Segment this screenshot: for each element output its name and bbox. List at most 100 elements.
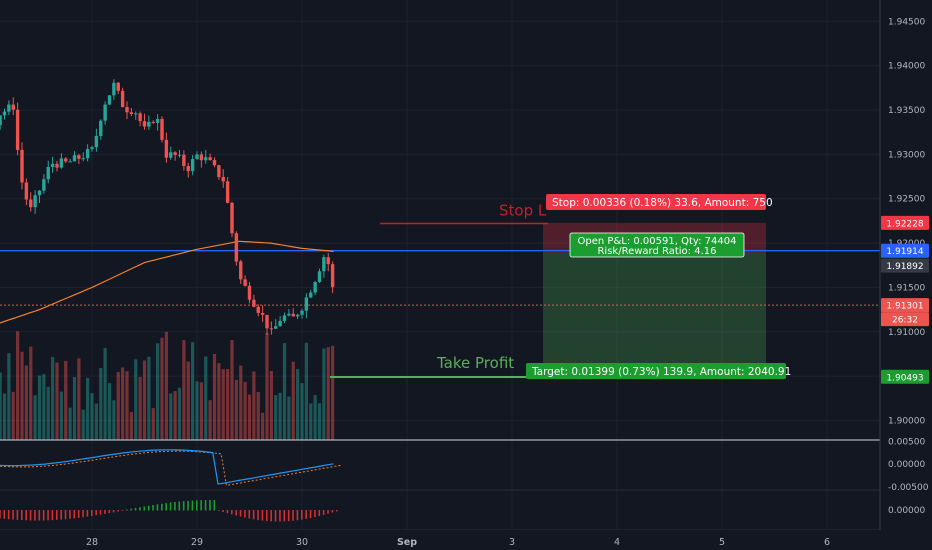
volume-bar <box>169 393 173 440</box>
price-tick-label: 1.93000 <box>888 150 925 160</box>
candle-body <box>15 109 20 150</box>
candle-body <box>125 107 129 113</box>
volume-bar <box>138 377 142 440</box>
price-axis-bg <box>880 0 932 550</box>
volume-bar <box>322 348 326 440</box>
candle-body <box>94 135 99 148</box>
histogram-bar <box>69 510 71 519</box>
overlay-labels[interactable]: Stop L Take Profit Stop: 0.00336 (0.18%) 3… <box>436 194 791 379</box>
volume-bar <box>107 383 112 440</box>
volume-bar <box>252 371 256 440</box>
volume-bar <box>208 400 212 440</box>
histogram-bar <box>161 503 163 511</box>
time-axis[interactable]: 28 29 30 Sep 3 4 5 6 <box>0 530 932 550</box>
volume-bar <box>33 395 37 440</box>
volume-bar <box>147 356 151 440</box>
volume-bar <box>247 394 252 440</box>
candlesticks <box>0 79 335 336</box>
candle-body <box>64 158 68 162</box>
volume-bar <box>182 340 186 440</box>
price-tick-label: 1.90000 <box>888 416 925 426</box>
histogram-bar <box>217 510 220 511</box>
histogram-bar <box>38 510 41 521</box>
histogram-bar <box>309 510 312 519</box>
volume-bar <box>51 357 55 440</box>
histogram-bar <box>60 510 62 520</box>
candle-body <box>195 154 199 160</box>
histogram-bar <box>292 510 294 521</box>
volume-bar <box>239 365 243 440</box>
price-tick-label: 1.93500 <box>888 106 925 116</box>
volume-bar <box>64 360 68 440</box>
candle-body <box>177 154 182 156</box>
volume-bar <box>37 375 42 440</box>
time-tick-label: 28 <box>86 537 98 548</box>
volume-bar <box>46 386 50 440</box>
volume-bar <box>134 359 138 440</box>
price-axis[interactable]: 1.945001.940001.935001.930001.925001.920… <box>879 0 932 550</box>
histogram-bar <box>139 507 141 511</box>
pnl-label-box <box>569 232 745 258</box>
volume-bar <box>269 370 273 440</box>
candle-body <box>55 163 59 168</box>
price-badge <box>881 243 929 258</box>
candle-body <box>134 113 138 115</box>
histogram-bar <box>134 507 137 511</box>
price-badge <box>881 298 929 313</box>
volume-bar <box>317 403 322 440</box>
stop-loss-label: Stop L <box>499 202 547 220</box>
histogram-bar <box>73 510 76 519</box>
volume-bar <box>160 337 164 440</box>
histogram-bar <box>252 510 255 520</box>
histogram-bar <box>147 505 150 511</box>
price-tick-label: 1.92500 <box>888 195 925 205</box>
candle-body <box>295 314 300 317</box>
histogram-bar <box>143 506 146 511</box>
candle-body <box>190 159 195 172</box>
candle-body <box>68 161 72 163</box>
histogram-bar <box>248 510 251 519</box>
target-zone <box>543 252 766 377</box>
time-tick-label: 30 <box>296 537 308 548</box>
candle-body <box>42 179 46 191</box>
volume-bar <box>77 358 81 440</box>
volume-bar <box>11 391 15 440</box>
candle-body <box>182 154 186 167</box>
histogram-bar <box>231 510 233 515</box>
volume-bar <box>278 392 282 440</box>
candle-body <box>142 121 147 127</box>
candle-body <box>260 312 265 315</box>
histogram-bar <box>42 510 45 521</box>
volume-bar <box>199 382 203 440</box>
candle-body <box>326 257 330 265</box>
volume-bar <box>29 346 33 440</box>
histogram-bar <box>222 510 224 512</box>
candle-body <box>116 82 120 91</box>
volume-bar <box>226 368 230 440</box>
candle-body <box>199 154 204 161</box>
candle-body <box>309 292 313 298</box>
candle-body <box>29 199 33 208</box>
candle-body <box>239 261 243 280</box>
histogram-bar <box>104 510 106 514</box>
histogram-bar <box>12 510 14 520</box>
target-label-box <box>526 363 786 379</box>
candle-body <box>234 233 239 262</box>
histogram-bar <box>152 504 154 511</box>
time-axis-bg <box>0 530 932 550</box>
candle-body <box>77 155 81 159</box>
histogram-bar <box>7 510 10 520</box>
time-tick-label: 5 <box>719 537 725 548</box>
candle-body <box>243 279 247 286</box>
histogram-bar <box>156 504 159 511</box>
histogram-bar <box>244 510 246 518</box>
candle-body <box>169 152 173 158</box>
risk-reward-zone[interactable] <box>543 222 766 377</box>
candle-body <box>129 112 134 115</box>
volume-bar <box>103 347 107 440</box>
histogram-bar <box>301 510 303 520</box>
histogram-bar <box>226 510 229 514</box>
candle-body <box>164 139 169 158</box>
